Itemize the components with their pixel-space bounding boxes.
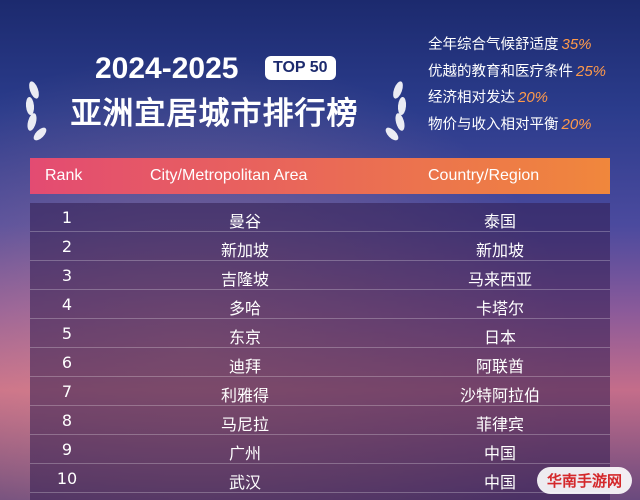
criterion-weight: 25%: [576, 62, 607, 80]
table-cell: 6: [61, 353, 73, 372]
table-row: 3 吉隆坡 马来西亚: [30, 261, 610, 290]
criterion-name: 经济相对发达: [428, 90, 515, 106]
table-row: 7 利雅得 沙特阿拉伯: [30, 377, 610, 406]
table-cell: 新加坡: [475, 241, 524, 260]
criterion-weight: 20%: [561, 115, 592, 133]
table-cell: 5: [61, 324, 73, 343]
table-cell: 日本: [483, 328, 516, 347]
table-cell: 3: [61, 266, 73, 285]
table-cell: 9: [61, 440, 73, 459]
table-cell: 1: [61, 208, 73, 227]
criterion-name: 优越的教育和医疗条件: [428, 63, 573, 80]
criterion-name: 全年综合气候舒适度: [428, 37, 559, 53]
table-cell: 武汉: [228, 473, 261, 492]
table-cell: 曼谷: [228, 212, 261, 231]
table-row: 9 广州 中国: [30, 435, 610, 464]
table-cell: 东京: [228, 328, 261, 347]
criterion: 经济相对发达 20%: [428, 85, 606, 112]
table-cell: 4: [61, 295, 73, 314]
criterion: 物价与收入相对平衡 20%: [428, 112, 606, 139]
table-row: 6 迪拜 阿联酋: [30, 348, 610, 377]
year: 2024-2025: [95, 52, 239, 85]
table-row: 1 曼谷 泰国: [30, 203, 610, 232]
table-cell: 7: [61, 382, 73, 401]
table-cell: 菲律宾: [475, 415, 524, 434]
criteria-list: 全年综合气候舒适度 35% 优越的教育和医疗条件 25% 经济相对发达 20% 物价与收入相…: [428, 32, 606, 138]
table-header: Rank City/Metropolitan Area Country/Region: [30, 158, 610, 194]
table-row: 10 武汉 中国: [30, 464, 610, 493]
column-header: Rank: [45, 167, 83, 184]
table-cell: 利雅得: [220, 386, 269, 405]
table-cell: 新加坡: [220, 241, 269, 260]
table-cell: 沙特阿拉伯: [459, 386, 540, 405]
table-cell: 中国: [483, 473, 516, 492]
table-cell: 马尼拉: [220, 415, 269, 434]
table-cell: 吉隆坡: [220, 270, 269, 289]
table-cell: 卡塔尔: [475, 299, 524, 318]
table-row: 5 东京 日本: [30, 319, 610, 348]
table-cell: 2: [61, 237, 73, 256]
badge: TOP 50: [265, 56, 336, 80]
table-row: 2 新加坡 新加坡: [30, 232, 610, 261]
table-cell: 阿联酋: [475, 357, 524, 376]
table-cell: 中国: [483, 444, 516, 463]
criterion: 优越的教育和医疗条件 25%: [428, 59, 606, 86]
table-cell: 10: [56, 469, 78, 488]
column-header: Country/Region: [428, 167, 540, 184]
table-cell: 广州: [228, 444, 261, 463]
table-row: 8 马尼拉 菲律宾: [30, 406, 610, 435]
table-cell: 迪拜: [228, 357, 261, 376]
table-row: 4 多哈 卡塔尔: [30, 290, 610, 319]
criterion-name: 物价与收入相对平衡: [428, 116, 559, 133]
title: 亚洲宜居城市排行榜: [70, 96, 359, 132]
criterion: 全年综合气候舒适度 35%: [428, 32, 606, 59]
laurels: [25, 81, 407, 141]
table-cell: 泰国: [483, 212, 516, 231]
criterion-weight: 20%: [518, 89, 549, 106]
criterion-weight: 35%: [561, 36, 592, 53]
table-cell: 8: [61, 411, 73, 430]
watermark: 华南手游网: [536, 467, 632, 494]
column-header: City/Metropolitan Area: [150, 167, 308, 184]
table-cell: 马来西亚: [467, 270, 532, 289]
table-body: 1 曼谷 泰国 2 新加坡 新加坡 3 吉隆坡 马来西亚 4 多哈 卡塔尔 5 东京 日本 6 迪拜 阿联酋 7 利雅…: [30, 203, 610, 500]
table-cell: 多哈: [228, 299, 261, 318]
